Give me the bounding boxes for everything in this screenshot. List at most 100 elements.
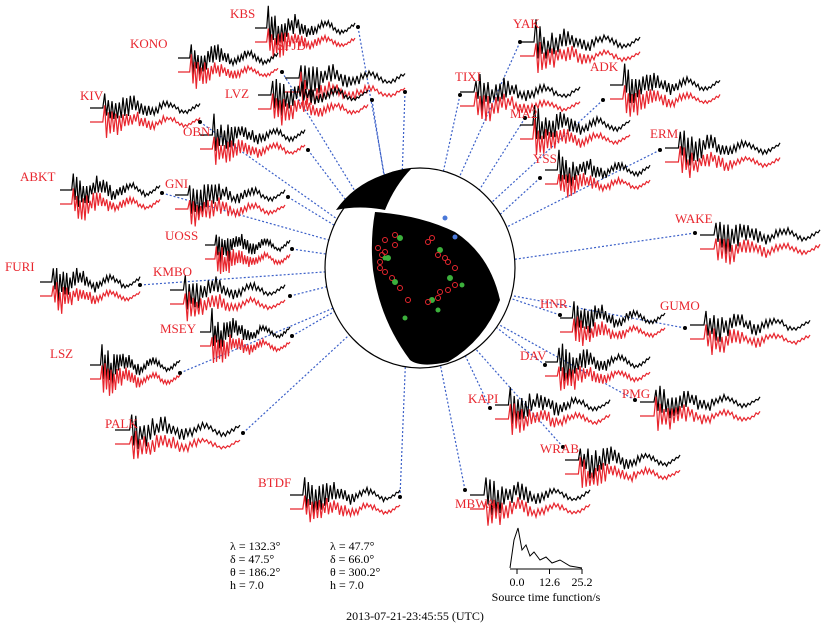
- station-dot: [543, 363, 547, 367]
- station-label: UOSS: [165, 228, 198, 243]
- synthetic-trace: [290, 495, 401, 523]
- polarity-mark: [389, 275, 395, 281]
- station-dot: [558, 313, 562, 317]
- synthetic-trace: [520, 41, 641, 73]
- station-dot: [290, 334, 294, 338]
- polarity-mark: [452, 282, 458, 288]
- synthetic-trace: [285, 71, 406, 108]
- station-dot: [601, 98, 605, 102]
- observed-trace: [610, 63, 721, 104]
- station-label: LSZ: [50, 346, 73, 361]
- station-label: BTDF: [258, 475, 291, 490]
- stf-label: Source time function/s: [492, 590, 601, 604]
- observed-trace: [290, 477, 401, 515]
- observed-trace: [175, 183, 286, 216]
- observed-trace: [255, 5, 356, 46]
- polarity-mark: [445, 259, 451, 265]
- observed-trace: [200, 308, 291, 349]
- observed-trace: [470, 477, 591, 516]
- observed-trace: [258, 78, 369, 116]
- synthetic-trace: [170, 291, 286, 322]
- observed-trace: [205, 233, 291, 265]
- station-dot: [523, 116, 527, 120]
- param: θ = 186.2°: [230, 565, 281, 579]
- observed-trace: [460, 73, 581, 113]
- polarity-mark: [382, 269, 388, 275]
- observed-trace: [60, 173, 161, 208]
- station-label: KBS: [230, 6, 255, 21]
- station-label: GNI: [165, 176, 188, 191]
- station-dot: [370, 98, 374, 102]
- station-label: YSS: [533, 151, 557, 166]
- ray-line: [371, 99, 396, 246]
- observed-trace: [700, 221, 821, 255]
- param: δ = 66.0°: [330, 552, 374, 566]
- station-dot: [356, 25, 360, 29]
- station-label: DAV: [520, 348, 547, 363]
- station-label: FURI: [5, 259, 35, 274]
- station-dot: [693, 231, 697, 235]
- polarity-marks: [375, 215, 465, 321]
- observed-trace: [665, 130, 781, 166]
- stf-curve: [509, 527, 583, 569]
- ray-line: [454, 284, 686, 329]
- ray-line: [447, 177, 541, 263]
- source-time-function: Source time function/s 0.0 12.6 25.2: [492, 527, 601, 604]
- synthetic-trace: [610, 85, 721, 117]
- station-dot: [518, 40, 522, 44]
- waveforms: KBS KONO SFJD KIV LVZ OBN ABKT GNI UOSS FURI KMBO M…: [5, 5, 821, 526]
- station-label: WRAB: [540, 441, 579, 456]
- observed-trace: [565, 446, 681, 479]
- observed-trace: [495, 387, 611, 424]
- polarity-mark: [452, 265, 458, 271]
- station-label: KAPI: [468, 391, 498, 406]
- observed-trace: [545, 149, 651, 187]
- timestamp: 2013-07-21-23:45:55 (UTC): [346, 609, 484, 623]
- polarity-mark: [437, 247, 443, 253]
- polarity-mark: [435, 295, 441, 301]
- polarity-mark: [397, 235, 403, 241]
- param: h = 7.0: [330, 578, 364, 592]
- station-dot: [633, 398, 637, 402]
- station-dot: [683, 326, 687, 330]
- synthetic-trace: [178, 54, 279, 89]
- polarity-mark: [437, 289, 443, 295]
- station-dot: [288, 294, 292, 298]
- observed-trace: [200, 113, 306, 151]
- station-label: WAKE: [675, 211, 713, 226]
- synthetic-trace: [90, 105, 201, 138]
- polarity-mark: [447, 275, 453, 281]
- synthetic-trace: [495, 403, 611, 435]
- synthetic-trace: [60, 188, 161, 221]
- station-label: MBWA: [455, 496, 496, 511]
- station-label: SFJD: [277, 38, 306, 53]
- compression-quadrant: [336, 168, 412, 210]
- synthetic-trace: [565, 457, 681, 488]
- station-label: ADK: [590, 59, 619, 74]
- station-dot: [463, 488, 467, 492]
- station-label: PALK: [105, 416, 138, 431]
- station-dot: [286, 195, 290, 199]
- station-dot: [198, 120, 202, 124]
- polarity-mark: [442, 255, 448, 261]
- polarity-mark: [382, 237, 388, 243]
- observed-trace: [520, 105, 631, 140]
- observed-trace: [170, 275, 286, 310]
- observed-trace: [90, 344, 181, 384]
- station-dot: [458, 93, 462, 97]
- station-label: ABKT: [20, 169, 55, 184]
- observed-trace: [520, 19, 641, 59]
- station-dot: [488, 406, 492, 410]
- ray-line: [179, 281, 396, 374]
- observed-trace: [285, 64, 406, 98]
- synthetic-trace: [255, 28, 356, 58]
- station-label: OBN: [183, 124, 211, 139]
- observed-trace: [178, 44, 279, 76]
- station-dot: [241, 431, 245, 435]
- synthetic-trace: [470, 497, 591, 526]
- station-label: KIV: [80, 88, 104, 103]
- ray-line: [307, 149, 386, 253]
- param: λ = 47.7°: [330, 539, 375, 553]
- observed-trace: [640, 385, 761, 419]
- polarity-mark: [442, 215, 448, 221]
